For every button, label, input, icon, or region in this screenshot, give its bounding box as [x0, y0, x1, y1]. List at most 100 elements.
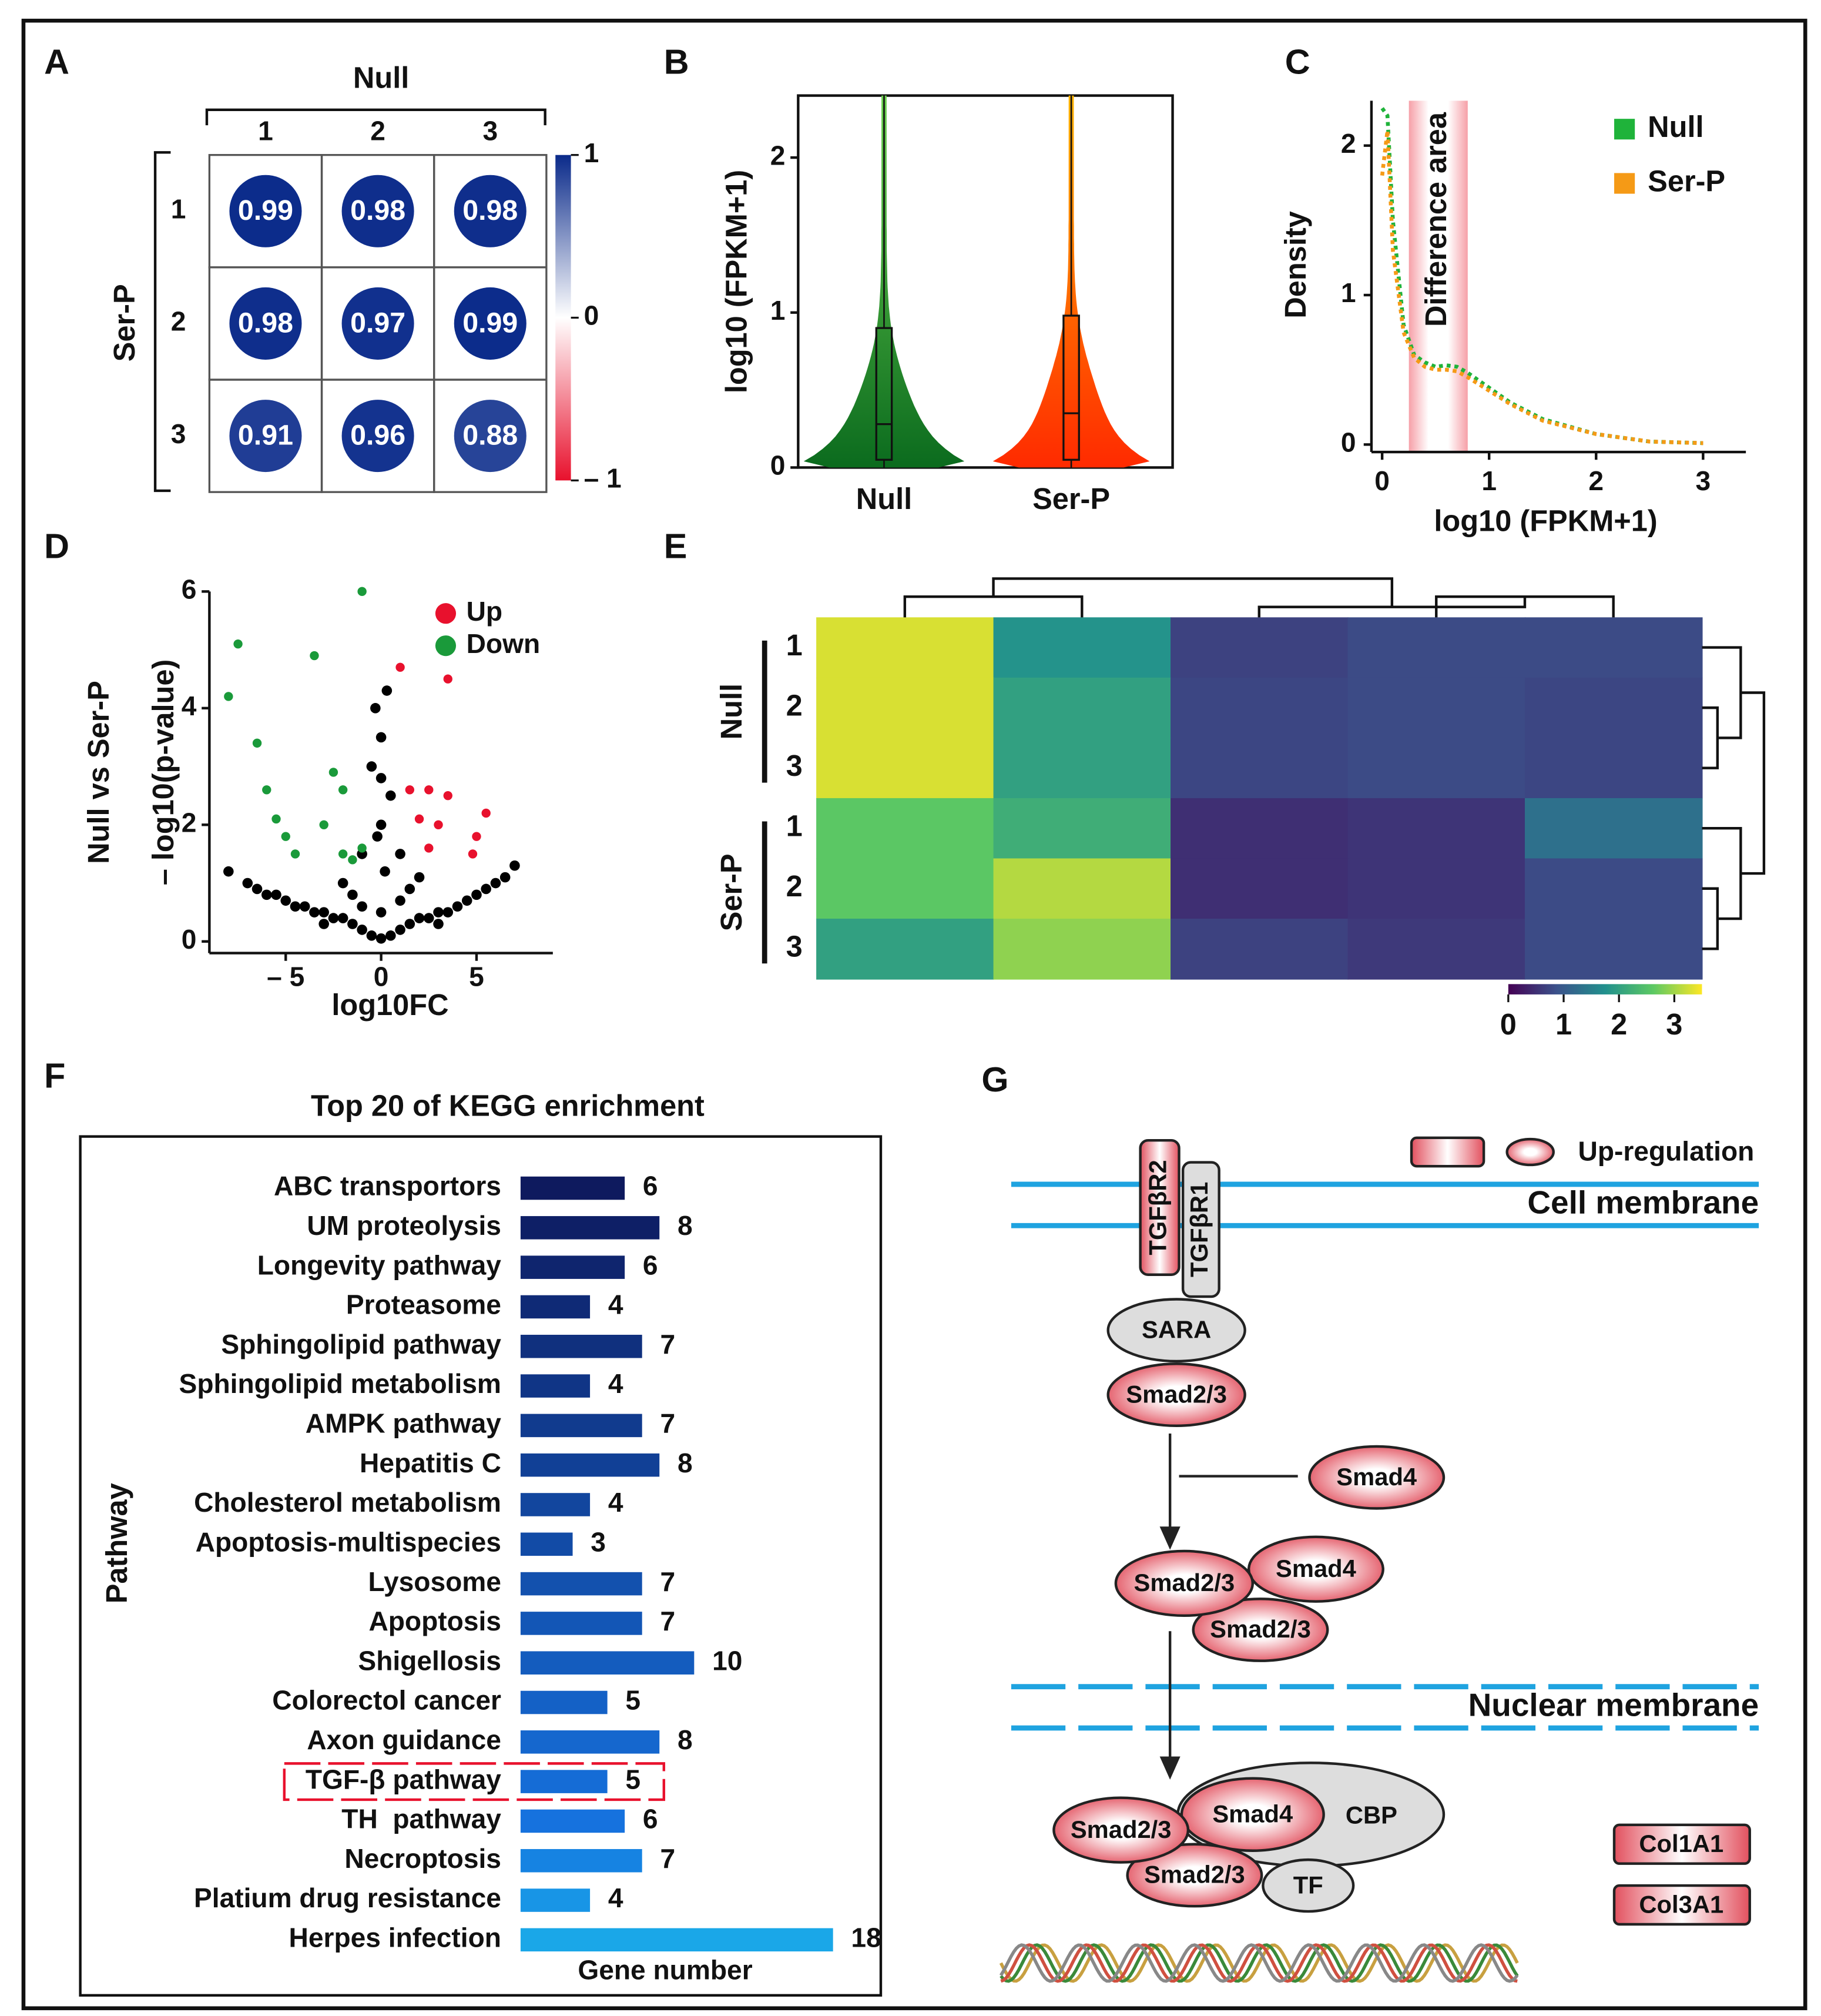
- point: [405, 785, 415, 795]
- corr-label: 0.96: [350, 420, 405, 451]
- dna-strand: [999, 1943, 1519, 1983]
- corr-circle: [454, 400, 526, 473]
- point: [338, 785, 348, 795]
- point: [318, 907, 329, 917]
- y-axis-label: Null vs Ser-P: [82, 681, 115, 864]
- point: [366, 761, 377, 772]
- bar: [520, 1216, 660, 1240]
- y-tick-label: Herpes infection: [289, 1923, 501, 1953]
- corr-label: 0.88: [462, 420, 518, 451]
- y-tick-label: 4: [182, 691, 197, 721]
- row-label: 2: [786, 869, 803, 903]
- node: [1192, 1598, 1329, 1662]
- heat-cell: [1347, 677, 1526, 739]
- point: [328, 913, 339, 923]
- point: [310, 651, 319, 661]
- node-label: TGFβR1: [1185, 1182, 1213, 1277]
- point: [290, 901, 301, 912]
- cell: [433, 379, 548, 493]
- y-tick-label: 3: [171, 418, 186, 449]
- gene-box: [1612, 1823, 1751, 1865]
- heat-cell: [1524, 738, 1703, 799]
- heat-cell: [816, 798, 994, 859]
- bar: [520, 1651, 695, 1675]
- corr-circle: [454, 175, 526, 247]
- point: [433, 907, 444, 917]
- node-label: Col3A1: [1639, 1890, 1723, 1918]
- point: [414, 913, 425, 923]
- heat-cell: [816, 617, 994, 678]
- node-label: Smad2/3: [1133, 1569, 1235, 1596]
- value-label: 4: [608, 1487, 623, 1518]
- point: [262, 785, 271, 795]
- heat-cell: [993, 919, 1172, 980]
- value-label: 7: [660, 1843, 675, 1874]
- value-label: 7: [660, 1566, 675, 1597]
- value-label: 8: [678, 1448, 693, 1478]
- receptor: [1139, 1139, 1181, 1276]
- colorbar-label: 1: [584, 138, 599, 168]
- node: [1126, 1843, 1263, 1908]
- panel-letter: D: [44, 527, 69, 566]
- x-axis-label: Null: [353, 61, 409, 95]
- legend-text: Up-regulation: [1578, 1136, 1755, 1166]
- dna: [999, 1943, 1519, 1983]
- point: [385, 790, 396, 801]
- point: [309, 907, 320, 917]
- x-axis-label: Gene number: [578, 1954, 752, 1985]
- y-tick-label: 6: [182, 574, 197, 605]
- point: [395, 662, 405, 672]
- y-tick-label: Apoptosis-multispecies: [196, 1526, 501, 1557]
- y-tick-label: Cholesterol metabolism: [194, 1487, 501, 1518]
- heat-cell: [1171, 617, 1349, 678]
- bar: [520, 1493, 591, 1516]
- gene-box: [1612, 1884, 1751, 1926]
- heat-cell: [816, 738, 994, 799]
- y-tick-label: Colorectol cancer: [272, 1685, 501, 1716]
- value-label: 6: [643, 1171, 658, 1201]
- point: [499, 872, 511, 883]
- heat-cell: [1171, 919, 1349, 980]
- y-axis-label: log10 (FPKM+1): [720, 170, 753, 393]
- bar: [520, 1612, 642, 1635]
- heat-cell: [1171, 798, 1349, 859]
- value-label: 5: [625, 1764, 640, 1794]
- heat-cell: [993, 738, 1172, 799]
- bar: [520, 1453, 660, 1477]
- row-label: 3: [786, 749, 803, 782]
- row-label: 3: [786, 930, 803, 963]
- point: [281, 832, 290, 841]
- bar: [520, 1572, 642, 1596]
- point: [443, 674, 452, 684]
- panel-letter: C: [1285, 42, 1310, 82]
- value-label: 4: [608, 1883, 623, 1913]
- y-tick-label: TH pathway: [341, 1804, 501, 1834]
- membrane-label: Nuclear membrane: [1468, 1686, 1759, 1723]
- x-tick-label: 5: [469, 962, 484, 992]
- y-tick-label: 1: [1341, 277, 1356, 308]
- corr-circle: [341, 175, 414, 247]
- node: [1052, 1796, 1190, 1864]
- bracket: [153, 151, 171, 493]
- legend-ellipse: [1505, 1137, 1555, 1167]
- heat-cell: [816, 677, 994, 739]
- corr-circle: [229, 287, 302, 360]
- bar: [520, 1295, 591, 1319]
- point: [395, 925, 405, 935]
- bar: [520, 1255, 625, 1279]
- y-tick-label: ABC transportors: [274, 1171, 501, 1201]
- dendrogram: [1702, 827, 1742, 920]
- y-tick-label: Necroptosis: [344, 1843, 501, 1874]
- corr-label: 0.99: [462, 307, 518, 339]
- y-tick-label: 1: [770, 295, 786, 326]
- heat-cell: [816, 919, 994, 980]
- corr-label: 0.98: [238, 307, 293, 339]
- point: [404, 883, 415, 895]
- dendrogram: [903, 595, 1084, 618]
- y-axis-label: Pathway: [100, 1483, 133, 1603]
- y-tick-label: 0: [1341, 427, 1356, 458]
- point: [461, 895, 472, 906]
- heat-cell: [1524, 617, 1703, 678]
- y-tick-label: AMPK pathway: [306, 1408, 502, 1439]
- heat-cell: [1347, 798, 1526, 859]
